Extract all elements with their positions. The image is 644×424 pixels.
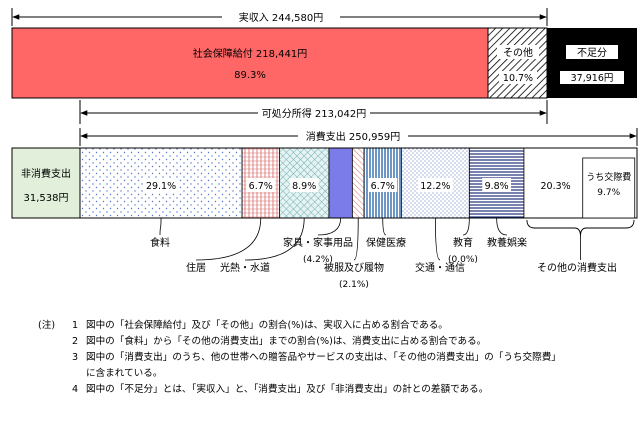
consumption-categories: 29.1% 6.7% 8.9% 6.7% 12.2% 9.8% 20.3% うち交際費 9.7%	[79, 147, 638, 219]
disposable-label: 可処分所得 213,042円	[262, 107, 367, 120]
inner-box-percent: 9.7%	[597, 188, 620, 198]
inner-box-entertainment	[582, 157, 636, 219]
category-name-6: 交通・通信	[415, 261, 465, 274]
category-name-8: 教養娯楽	[487, 236, 527, 249]
segment-social-security	[11, 27, 489, 99]
category-sub-7: (0.0%)	[448, 255, 478, 265]
category-sub-4: (2.1%)	[339, 280, 369, 290]
note-2: 2 図中の「食料」から「その他の消費支出」までの割合(%)は、消費支出に占める割合…	[38, 334, 638, 350]
household-budget-chart: 実収入 244,580円 社会保障給付 218,441円 89.3% その他 1…	[11, 8, 638, 290]
category-sub-3: (4.2%)	[303, 255, 333, 265]
note-number: 4	[71, 384, 79, 395]
consumption-label: 消費支出 250,959円	[306, 130, 401, 143]
non-consumption-value: 31,538円	[24, 193, 69, 204]
percent-label-0: 29.1%	[146, 181, 176, 192]
segment-other-income	[487, 27, 548, 99]
category-name-5: 保健医療	[366, 236, 406, 249]
note-prefix	[38, 334, 64, 350]
note-text: 図中の「食料」から「その他の消費支出」までの割合(%)は、消費支出に占める割合で…	[86, 336, 487, 347]
category-name-7: 教育	[453, 236, 473, 249]
non-consumption-name: 非消費支出	[21, 167, 71, 180]
category-name-0: 食料	[150, 236, 170, 249]
note-3: 3 図中の「消費支出」のうち、他の世帯への贈答品やサービスの支出は、「その他の消費…	[38, 350, 638, 366]
note-4: 4 図中の「不足分」とは、「実収入」と、「消費支出」及び「非消費支出」の計との差額…	[38, 382, 638, 398]
category-name-9: その他の消費支出	[537, 261, 617, 274]
shortfall-value: 37,916円	[571, 73, 614, 84]
category-name-3: 家具・家事用品	[283, 236, 353, 249]
note-1: (注) 1 図中の「社会保障給付」及び「その他」の割合(%)は、実収入に占める割合で…	[38, 318, 638, 334]
note-number: 3	[71, 352, 79, 363]
segment-shortfall	[547, 28, 637, 98]
social-security-percent: 89.3%	[234, 70, 266, 81]
category-name-1: 住居	[186, 261, 206, 274]
note-text: 図中の「消費支出」のうち、他の世帯への贈答品やサービスの支出は、「その他の消費支…	[86, 352, 561, 363]
percent-label-8: 9.8%	[485, 181, 509, 192]
shortfall-label: 不足分	[577, 47, 607, 59]
disposable-range: 可処分所得 213,042円	[79, 100, 548, 124]
category-name-2: 光熱・水道	[220, 261, 270, 274]
category-name-4: 被服及び履物	[324, 261, 384, 274]
note-text: 図中の「社会保障給付」及び「その他」の割合(%)は、実収入に占める割合である。	[86, 320, 448, 331]
income-label: 実収入 244,580円	[239, 11, 324, 24]
percent-label-2: 8.9%	[292, 181, 316, 192]
other-income-label: その他	[503, 46, 533, 59]
percent-label-1: 6.7%	[249, 181, 273, 192]
non-consumption-box: 非消費支出 31,538円	[11, 147, 81, 219]
note-continuation: に含まれている。	[86, 368, 163, 379]
note-number: 1	[71, 320, 79, 331]
bar-category-3	[328, 147, 353, 219]
percent-label-5: 6.7%	[371, 181, 395, 192]
bar-category-4	[351, 147, 365, 219]
percent-label-6: 12.2%	[420, 181, 450, 192]
note-text: 図中の「不足分」とは、「実収入」と、「消費支出」及び「非消費支出」の計との差額で…	[86, 384, 489, 395]
notes: (注) 1 図中の「社会保障給付」及び「その他」の割合(%)は、実収入に占める割合で…	[38, 318, 638, 398]
note-prefix: (注)	[38, 320, 56, 331]
consumption-range: 消費支出 250,959円	[79, 128, 638, 146]
note-prefix	[38, 382, 64, 398]
other-income-percent: 10.7%	[503, 73, 533, 84]
inner-box-name: うち交際費	[586, 171, 631, 183]
income-range: 実収入 244,580円	[11, 8, 548, 26]
note-prefix	[38, 350, 64, 366]
percent-label-9: 20.3%	[540, 181, 570, 192]
social-security-label: 社会保障給付 218,441円	[193, 47, 308, 60]
note-number: 2	[71, 336, 79, 347]
income-bar: 社会保障給付 218,441円 89.3% その他 10.7% 不足分 37,9…	[11, 27, 637, 99]
